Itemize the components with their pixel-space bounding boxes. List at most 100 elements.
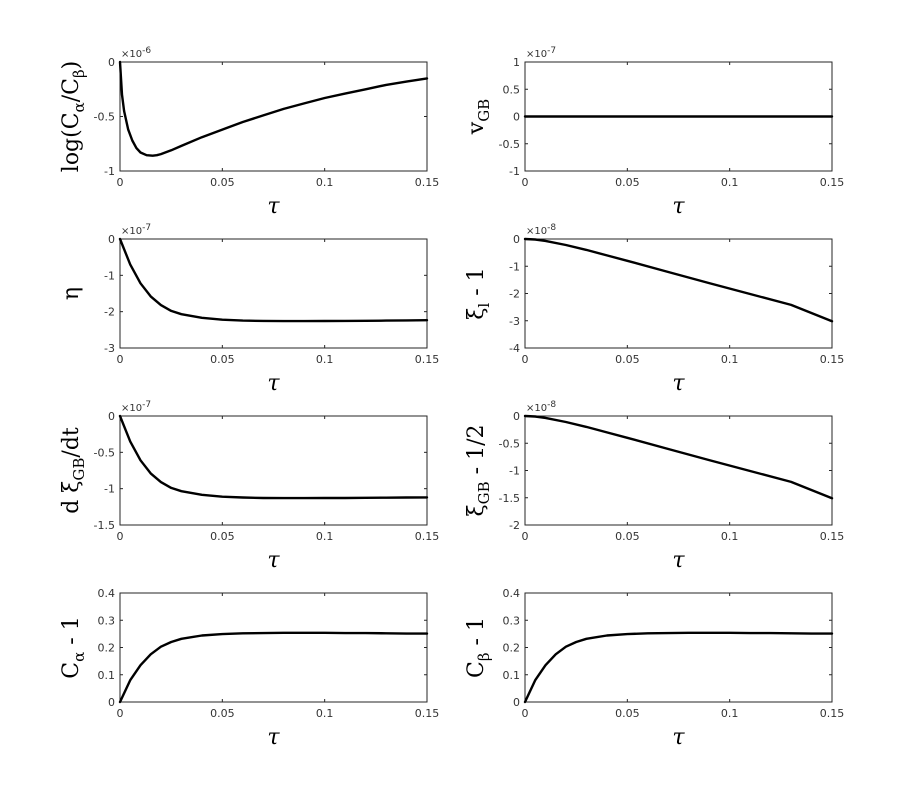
x-axis-label: τ (672, 548, 685, 573)
series-line (523, 631, 834, 704)
y-tick-label: -3 (509, 315, 520, 328)
y-tick-label: 0 (108, 696, 115, 709)
x-tick-label: 0.05 (615, 353, 640, 366)
y-axis-label: ξGB - 1/2 (464, 425, 493, 517)
series-line (118, 631, 429, 704)
x-tick-label: 0 (522, 353, 529, 366)
subplot-2: 0 0.05 0.1 0.15 -1 -0.5 0 0.5 1 ×10-7 vGB τ (464, 46, 844, 219)
x-tick-label: 0.15 (820, 353, 845, 366)
subplot-7: 0 0.05 0.1 0.15 0 0.1 0.2 0.3 0.4 Cα - 1 τ (59, 587, 439, 750)
y-tick-label: 0 (108, 233, 115, 246)
x-axis-label: τ (672, 371, 685, 396)
y-tick-label: 0.2 (503, 642, 521, 655)
y-tick-label: 0.1 (503, 669, 521, 682)
y-axis-label: log(Cα/Cβ) (59, 61, 88, 172)
axes-frame (119, 592, 428, 703)
y-tick-label: -1 (104, 269, 115, 282)
y-tick-label: -2 (104, 306, 115, 319)
y-axis-label: vGB (464, 99, 493, 135)
y-tick-label: -1 (509, 165, 520, 178)
x-tick-label: 0.15 (415, 707, 440, 720)
series-line (118, 237, 429, 323)
series-line (118, 414, 429, 500)
y-tick-label: -1.5 (499, 492, 520, 505)
y-axis-label: Cα - 1 (59, 616, 88, 678)
y-tick-label: -0.5 (94, 446, 115, 459)
y-tick-label: 0 (513, 696, 520, 709)
y-axis-label: Cβ - 1 (464, 617, 493, 678)
subplot-3: 0 0.05 0.1 0.15 -3 -2 -1 0 ×10-7 η τ (59, 223, 439, 396)
y-axis-label: η (59, 287, 84, 300)
y-tick-label: -0.5 (499, 138, 520, 151)
y-tick-label: -2 (509, 288, 520, 301)
series-line (523, 414, 834, 500)
x-tick-label: 0.1 (721, 530, 739, 543)
y-tick-label: -1 (104, 165, 115, 178)
y-tick-label: -0.5 (499, 437, 520, 450)
x-tick-label: 0.05 (210, 176, 235, 189)
y-tick-label: 0 (108, 410, 115, 423)
axes-frame (524, 415, 833, 526)
subplot-4: 0 0.05 0.1 0.15 -4 -3 -2 -1 0 ×10-8 ξl - 1 τ (464, 223, 844, 396)
x-tick-label: 0.05 (615, 530, 640, 543)
y-tick-label: 0 (513, 111, 520, 124)
x-tick-label: 0.15 (820, 707, 845, 720)
y-tick-label: -2 (509, 519, 520, 532)
x-tick-label: 0.05 (210, 530, 235, 543)
axis-exponent: ×10-7 (121, 223, 151, 237)
x-tick-label: 0.05 (210, 353, 235, 366)
x-tick-label: 0.1 (721, 176, 739, 189)
subplot-6: 0 0.05 0.1 0.15 -2 -1.5 -1 -0.5 0 ×10-8 ξGB - 1/2 τ (464, 400, 844, 573)
axes-frame (524, 238, 833, 349)
y-tick-label: -1 (104, 483, 115, 496)
x-tick-label: 0 (117, 176, 124, 189)
y-tick-label: 0 (513, 233, 520, 246)
x-tick-label: 0.05 (615, 707, 640, 720)
x-tick-label: 0 (117, 353, 124, 366)
x-tick-label: 0 (522, 176, 529, 189)
axes-frame (119, 415, 428, 526)
x-axis-label: τ (267, 725, 280, 750)
series-line (523, 237, 834, 323)
y-tick-label: -4 (509, 342, 520, 355)
y-tick-label: -3 (104, 342, 115, 355)
y-axis-label: d ξGB/dt (59, 427, 88, 514)
x-tick-label: 0 (522, 530, 529, 543)
x-tick-label: 0.15 (415, 176, 440, 189)
y-tick-label: 0.3 (98, 614, 116, 627)
x-axis-label: τ (267, 371, 280, 396)
y-tick-label: 0.4 (503, 587, 521, 600)
axis-exponent: ×10-7 (121, 400, 151, 414)
y-tick-label: -1.5 (94, 519, 115, 532)
x-tick-label: 0.15 (820, 530, 845, 543)
series-line (118, 60, 429, 157)
y-tick-label: 0.1 (98, 669, 116, 682)
y-axis-label: ξl - 1 (464, 267, 493, 319)
x-tick-label: 0 (522, 707, 529, 720)
y-tick-label: 0.5 (503, 83, 521, 96)
y-tick-label: 0 (108, 56, 115, 69)
x-tick-label: 0.15 (820, 176, 845, 189)
x-tick-label: 0.1 (316, 353, 334, 366)
x-tick-label: 0.05 (210, 707, 235, 720)
x-axis-label: τ (267, 548, 280, 573)
x-tick-label: 0.1 (721, 353, 739, 366)
y-tick-label: 0.4 (98, 587, 116, 600)
axis-exponent: ×10-8 (526, 223, 556, 237)
axis-exponent: ×10-7 (526, 46, 556, 60)
x-tick-label: 0 (117, 707, 124, 720)
y-tick-label: 1 (513, 56, 520, 69)
x-tick-label: 0 (117, 530, 124, 543)
axis-exponent: ×10-8 (526, 400, 556, 414)
x-tick-label: 0.1 (316, 176, 334, 189)
x-tick-label: 0.1 (721, 707, 739, 720)
x-tick-label: 0.05 (615, 176, 640, 189)
y-tick-label: 0.3 (503, 614, 521, 627)
x-tick-label: 0.1 (316, 707, 334, 720)
subplot-8: 0 0.05 0.1 0.15 0 0.1 0.2 0.3 0.4 Cβ - 1 τ (464, 587, 844, 750)
x-axis-label: τ (267, 194, 280, 219)
axis-exponent: ×10-6 (121, 46, 151, 60)
y-tick-label: -1 (509, 465, 520, 478)
axes-frame (524, 592, 833, 703)
